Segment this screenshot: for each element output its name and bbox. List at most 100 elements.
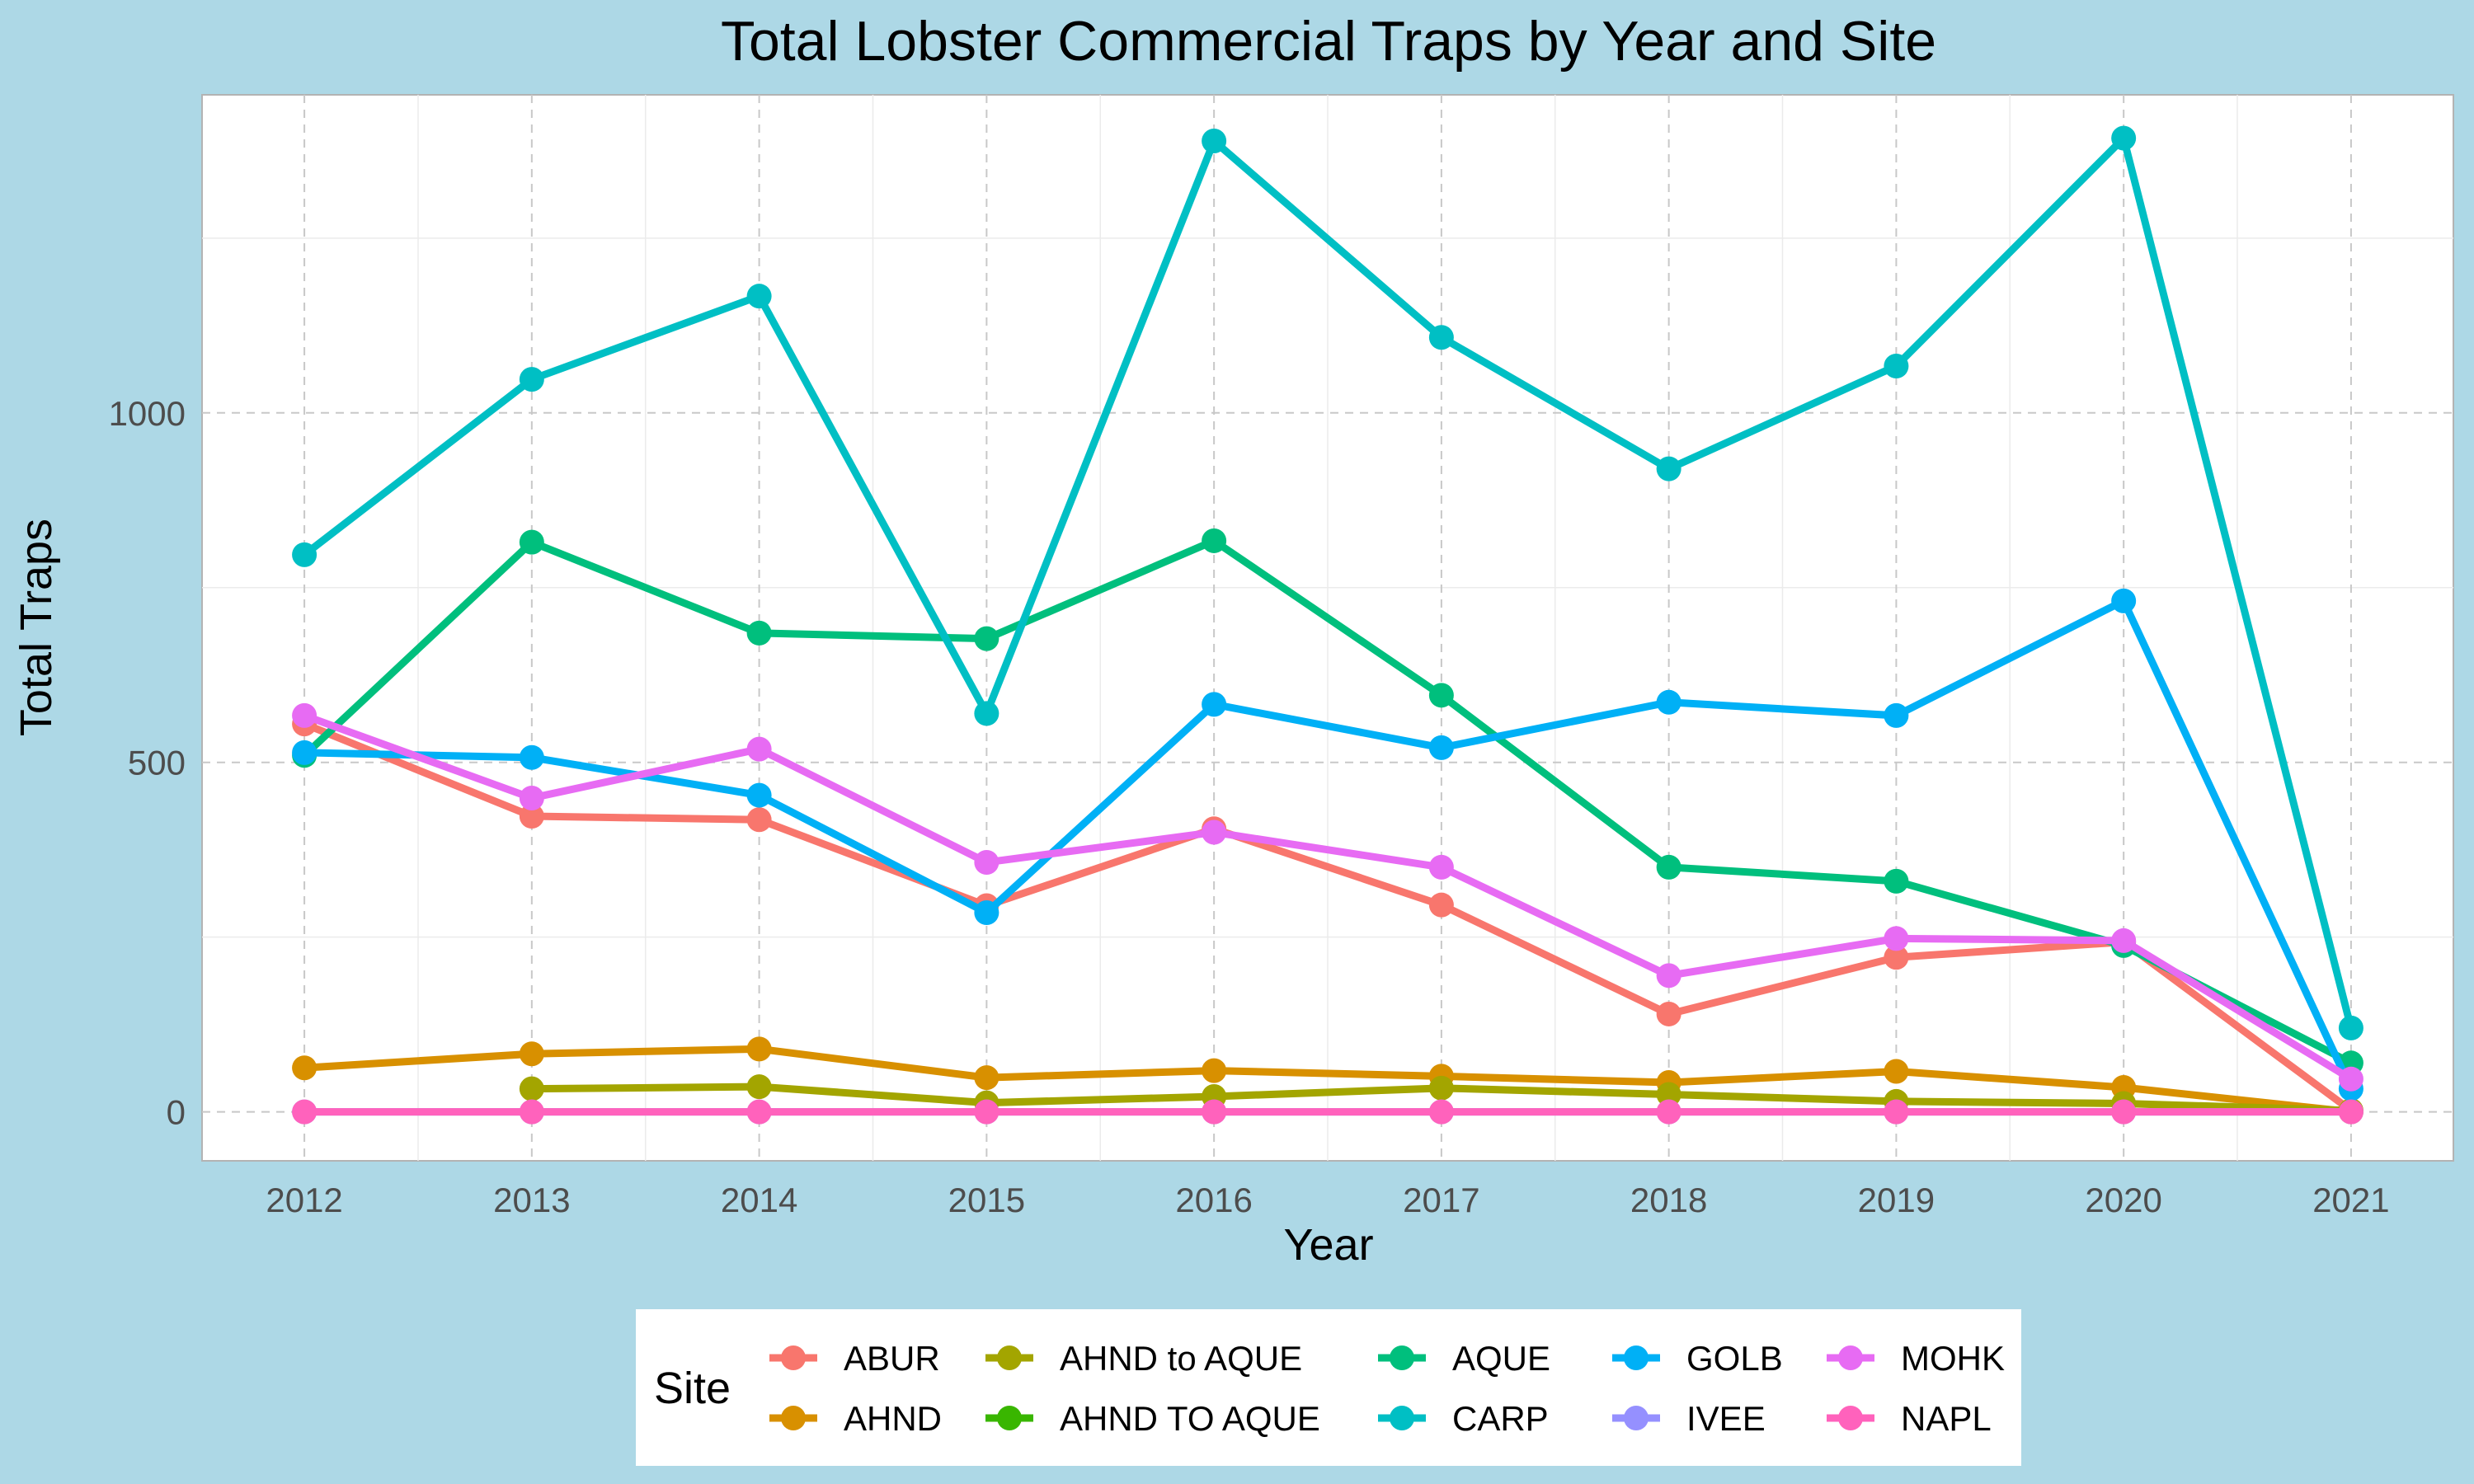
- legend-title: Site: [654, 1364, 731, 1413]
- legend-item: IVEE: [1612, 1399, 1766, 1438]
- legend-label: AHND to AQUE: [1060, 1339, 1302, 1378]
- data-point: [746, 284, 772, 309]
- legend-label: AHND TO AQUE: [1060, 1399, 1320, 1438]
- data-point: [519, 1041, 544, 1067]
- data-point: [746, 1074, 772, 1100]
- data-point: [746, 736, 772, 762]
- data-point: [292, 542, 317, 567]
- legend-item: MOHK: [1827, 1339, 2005, 1378]
- series-line: [303, 720, 2354, 1114]
- legend-key-point: [781, 1406, 806, 1430]
- legend-key-point: [1838, 1406, 1863, 1430]
- legend-box: [636, 1309, 2021, 1466]
- data-point: [1884, 926, 1909, 951]
- data-point: [1202, 692, 1227, 717]
- data-point: [292, 740, 317, 765]
- series: [292, 702, 2363, 1092]
- data-point: [974, 1099, 999, 1125]
- data-point: [1428, 325, 1454, 350]
- data-point: [1884, 945, 1909, 970]
- legend-label: NAPL: [1901, 1399, 1992, 1438]
- legend-label: ABUR: [844, 1339, 940, 1378]
- legend-label: IVEE: [1686, 1399, 1766, 1438]
- legend-key-point: [1838, 1345, 1863, 1370]
- data-point: [519, 744, 544, 770]
- data-point: [2111, 928, 2137, 953]
- legend-key-point: [997, 1406, 1022, 1430]
- data-point: [1202, 1099, 1227, 1125]
- legend-key-point: [1624, 1345, 1649, 1370]
- x-tick-label: 2012: [266, 1181, 342, 1219]
- data-point: [1884, 868, 1909, 894]
- data-point: [1202, 528, 1227, 553]
- series: [292, 125, 2363, 1040]
- x-tick-label: 2016: [1175, 1181, 1252, 1219]
- data-point: [974, 1065, 999, 1091]
- data-point: [519, 1076, 544, 1101]
- series-line: [303, 711, 2354, 1082]
- legend-key-point: [1390, 1345, 1414, 1370]
- legend-item: AHND: [769, 1399, 942, 1438]
- x-tick-label: 2018: [1630, 1181, 1707, 1219]
- data-point: [292, 702, 317, 728]
- data-point: [1656, 1001, 1681, 1026]
- data-point: [1428, 683, 1454, 708]
- data-point: [746, 1036, 772, 1062]
- legend-label: MOHK: [1901, 1339, 2005, 1378]
- x-tick-label: 2013: [493, 1181, 570, 1219]
- series-line: [303, 1045, 2352, 1116]
- data-point: [519, 529, 544, 555]
- data-point: [1884, 353, 1909, 378]
- legend-key-point: [997, 1345, 1022, 1370]
- legend-item: ABUR: [769, 1339, 940, 1378]
- data-point: [2338, 1066, 2363, 1092]
- data-point: [746, 1099, 772, 1125]
- x-tick-label: 2021: [2312, 1181, 2389, 1219]
- axes: 2012 2013 2014 2015 2016 2017 2018 2019 2020 2021…: [109, 394, 2390, 1219]
- data-point: [292, 1055, 317, 1081]
- data-point: [1656, 1082, 1681, 1107]
- chart-title: Total Lobster Commercial Traps by Year a…: [721, 10, 1936, 73]
- data-point: [746, 807, 772, 833]
- x-tick-label: 2020: [2085, 1181, 2161, 1219]
- data-point: [292, 1099, 317, 1125]
- data-point: [1202, 1058, 1227, 1083]
- x-axis-title: Year: [1283, 1220, 1373, 1270]
- data-point: [1884, 1099, 1909, 1125]
- data-point: [974, 849, 999, 875]
- data-point: [519, 367, 544, 392]
- legend-key-point: [1390, 1406, 1414, 1430]
- legend-item: NAPL: [1827, 1399, 1992, 1438]
- data-point: [1202, 819, 1227, 845]
- y-axis-title: Total Traps: [12, 519, 61, 736]
- data-point: [1656, 1099, 1681, 1125]
- legend-label: AHND: [844, 1399, 942, 1438]
- data-point: [1656, 689, 1681, 715]
- legend-item: AHND TO AQUE: [985, 1399, 1320, 1438]
- legend-item: AHND to AQUE: [985, 1339, 1302, 1378]
- legend-key-point: [1624, 1406, 1649, 1430]
- legend-item: GOLB: [1612, 1339, 1783, 1378]
- data-point: [519, 785, 544, 810]
- data-point: [2111, 125, 2137, 151]
- data-point: [746, 782, 772, 808]
- data-point: [1884, 702, 1909, 728]
- x-tick-label: 2014: [721, 1181, 797, 1219]
- series-line: [302, 134, 2355, 1030]
- data-point: [974, 626, 999, 651]
- x-tick-label: 2017: [1403, 1181, 1479, 1219]
- data-point: [1428, 854, 1454, 880]
- x-tick-label: 2019: [1858, 1181, 1935, 1219]
- legend-items: ABUR AHND AHND to AQUE AHND TO AQUE AQUE CARP…: [769, 1339, 2005, 1438]
- data-point: [2111, 588, 2137, 613]
- data-point: [1428, 1075, 1454, 1101]
- series-line: [302, 537, 2353, 1067]
- data-point: [2111, 1099, 2137, 1125]
- legend: Site ABUR AHND AHND to AQUE AHND TO AQUE AQU…: [636, 1309, 2021, 1466]
- data-point: [1656, 963, 1681, 989]
- x-tick-label: 2015: [948, 1181, 1025, 1219]
- y-tick-label: 1000: [109, 394, 186, 433]
- legend-label: GOLB: [1686, 1339, 1783, 1378]
- legend-key-point: [781, 1345, 806, 1370]
